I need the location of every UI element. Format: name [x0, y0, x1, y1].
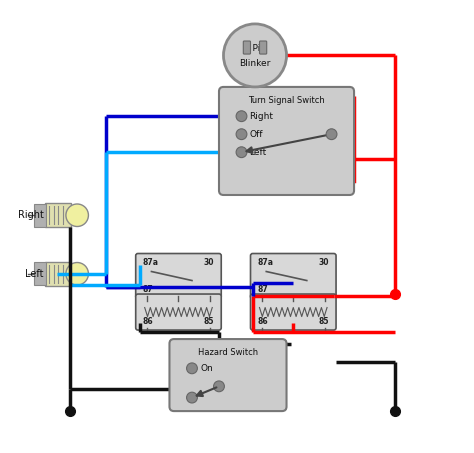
Text: 87: 87	[143, 285, 153, 294]
Text: 30: 30	[204, 258, 215, 267]
Text: Left: Left	[25, 269, 44, 279]
FancyBboxPatch shape	[243, 41, 250, 54]
Text: 30: 30	[319, 258, 329, 267]
FancyBboxPatch shape	[136, 254, 221, 299]
Text: 86: 86	[257, 317, 268, 326]
Text: 2 Pin: 2 Pin	[244, 44, 266, 53]
FancyBboxPatch shape	[170, 339, 286, 411]
Text: 87a: 87a	[257, 258, 273, 267]
Text: 87a: 87a	[143, 258, 158, 267]
Circle shape	[236, 111, 247, 121]
Circle shape	[66, 204, 89, 226]
Text: 87: 87	[257, 285, 268, 294]
FancyBboxPatch shape	[136, 294, 221, 330]
Text: Hazard Switch: Hazard Switch	[198, 348, 258, 357]
Circle shape	[66, 263, 89, 285]
Circle shape	[214, 381, 224, 392]
Text: 86: 86	[143, 317, 153, 326]
Circle shape	[326, 129, 337, 140]
Circle shape	[236, 147, 247, 158]
FancyBboxPatch shape	[45, 203, 71, 227]
Text: 85: 85	[204, 317, 215, 326]
Text: 85: 85	[319, 317, 329, 326]
FancyBboxPatch shape	[219, 87, 354, 195]
Text: Off: Off	[250, 130, 263, 139]
FancyBboxPatch shape	[250, 294, 336, 330]
FancyBboxPatch shape	[34, 203, 46, 227]
FancyBboxPatch shape	[34, 262, 46, 285]
Circle shape	[187, 392, 197, 403]
Text: Turn Signal Switch: Turn Signal Switch	[248, 96, 325, 105]
FancyBboxPatch shape	[45, 262, 71, 286]
Text: Right: Right	[18, 210, 44, 220]
Circle shape	[236, 129, 247, 140]
Circle shape	[224, 24, 286, 87]
Text: Right: Right	[250, 112, 273, 120]
Text: Left: Left	[250, 148, 267, 157]
Text: On: On	[200, 364, 213, 373]
Circle shape	[187, 363, 197, 374]
FancyBboxPatch shape	[250, 254, 336, 299]
FancyBboxPatch shape	[259, 41, 267, 54]
Text: Blinker: Blinker	[239, 59, 271, 68]
